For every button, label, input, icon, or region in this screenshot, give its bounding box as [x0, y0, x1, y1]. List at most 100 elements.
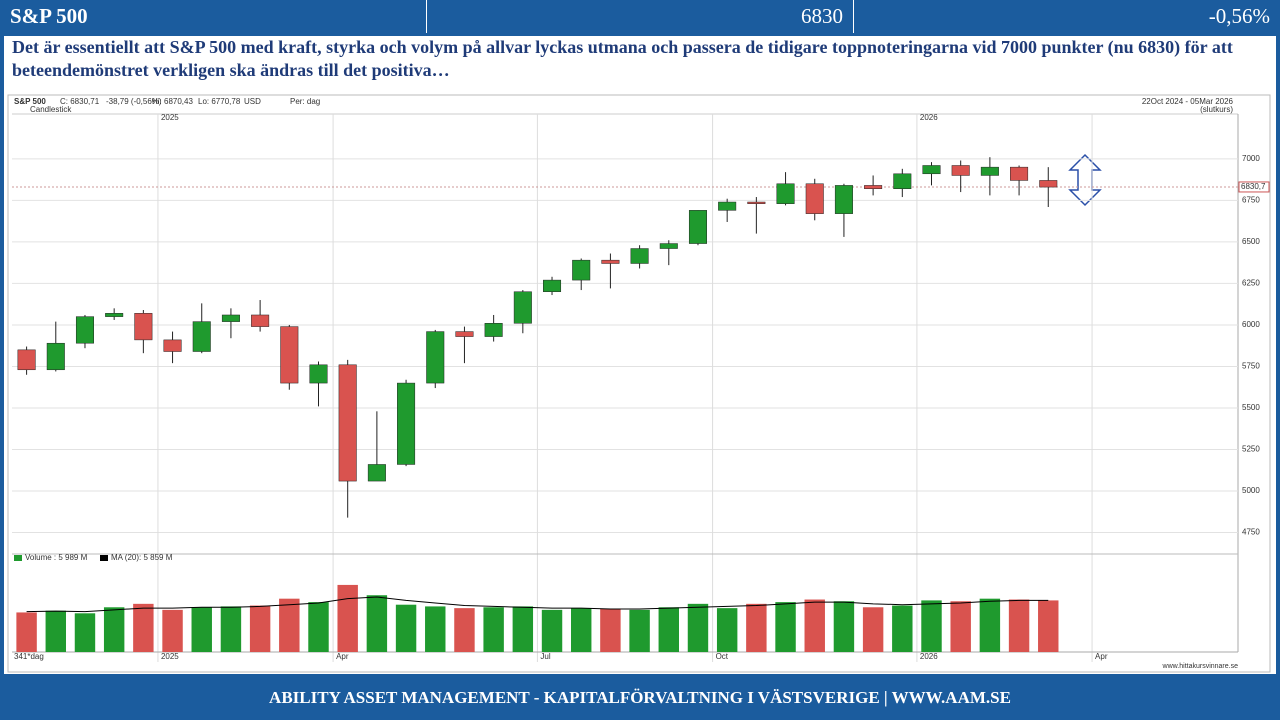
volume-bar: [1008, 599, 1030, 652]
volume-bar: [337, 584, 358, 652]
candle-body: [75, 316, 94, 344]
volume-bar: [103, 607, 125, 652]
candle-body: [221, 314, 240, 322]
candle-body: [893, 173, 912, 189]
header-change: -0,56%: [1208, 4, 1270, 28]
year-label: 2026: [920, 113, 938, 122]
candle-body: [980, 166, 999, 176]
candle-body: [17, 349, 36, 371]
volume-bar: [746, 603, 767, 652]
candle-body: [1010, 166, 1029, 181]
candle-body: [367, 464, 386, 482]
last-price-label: 6830,7: [1241, 182, 1266, 191]
period-label: 341*dag: [14, 652, 44, 661]
volume-bar: [483, 607, 504, 652]
candle-body: [776, 183, 795, 204]
candle-body: [192, 321, 211, 352]
x-tick-label: Apr: [1095, 652, 1108, 661]
volume-bar: [1038, 600, 1059, 652]
volume-bar: [658, 607, 680, 652]
candle-body: [163, 339, 182, 352]
volume-bar: [249, 605, 271, 652]
range-note: (slutkurs): [1200, 105, 1233, 114]
candle-body: [280, 326, 299, 384]
volume-bar: [716, 608, 738, 652]
info-text: -38,79 (-0,56%): [106, 97, 162, 106]
chart: S&P 500 Candlestick 22Oct 2024 - 05Mar 2…: [7, 94, 1271, 673]
legend-ma: MA (20): 5 859 M: [111, 553, 173, 562]
x-tick-label: Apr: [336, 652, 349, 661]
x-tick-label: 2025: [161, 652, 179, 661]
info-text: Lo: 6770,78: [198, 97, 241, 106]
candle-body: [834, 185, 853, 214]
source: www.hittakursvinnare.se: [1162, 663, 1239, 670]
volume-bar: [74, 613, 96, 652]
y-tick-label: 5500: [1242, 403, 1260, 412]
volume-bar: [395, 604, 417, 652]
candle-body: [105, 313, 124, 317]
volume-bar: [687, 603, 709, 652]
candle-body: [426, 331, 445, 384]
volume-bar: [133, 603, 154, 652]
chart-title: S&P 500: [14, 97, 46, 106]
y-tick-label: 6000: [1242, 320, 1260, 329]
y-tick-label: 6750: [1242, 195, 1260, 204]
chart-frame: [7, 94, 1271, 673]
header-value: 6830: [427, 0, 854, 33]
range-label: 22Oct 2024 - 05Mar 2026: [1142, 97, 1234, 106]
volume-bar: [862, 607, 884, 652]
x-tick-label: Jul: [540, 652, 550, 661]
candle-body: [455, 331, 474, 337]
candle-body: [543, 279, 562, 292]
volume-bar: [775, 602, 796, 652]
volume-bar: [600, 609, 621, 652]
info-text: Per: dag: [290, 97, 320, 106]
y-tick-label: 6500: [1242, 237, 1260, 246]
volume-bar: [833, 601, 855, 652]
year-label: 2025: [161, 113, 179, 122]
legend-swatch: [100, 555, 108, 561]
ma-line: [26, 596, 1049, 613]
x-tick-label: Oct: [716, 652, 729, 661]
candle-body: [922, 165, 941, 175]
subtitle: Det är essentiellt att S&P 500 med kraft…: [4, 36, 1276, 92]
volume-bar: [45, 610, 67, 652]
legend-swatch: [14, 555, 22, 561]
candle-body: [718, 201, 737, 211]
style-label: Candlestick: [30, 105, 72, 114]
info-text: C: 6830,71: [60, 97, 100, 106]
candle-body: [747, 201, 766, 204]
candle-body: [338, 364, 357, 482]
candle-body: [951, 165, 970, 176]
x-tick-label: 2026: [920, 652, 938, 661]
volume-bar: [950, 601, 971, 652]
candle-body: [659, 243, 678, 249]
y-tick-label: 5000: [1242, 486, 1260, 495]
volume-bar: [512, 606, 534, 652]
volume-bar: [892, 605, 913, 652]
candle-body: [805, 183, 824, 214]
y-tick-label: 5250: [1242, 445, 1260, 454]
y-tick-label: 4750: [1242, 528, 1260, 537]
candle-body: [601, 259, 620, 264]
volume-bar: [570, 608, 592, 652]
legend-volume: Volume : 5 989 M: [25, 553, 88, 562]
volume-bar: [541, 609, 563, 652]
volume-bar: [16, 612, 37, 652]
candle-body: [484, 323, 503, 337]
y-tick-label: 7000: [1242, 154, 1260, 163]
volume-bar: [220, 606, 242, 652]
info-text: Hi: 6870,43: [152, 97, 193, 106]
footer: ABILITY ASSET MANAGEMENT - KAPITALFÖRVAL…: [269, 688, 1011, 707]
candle-body: [630, 248, 649, 264]
volume-bar: [804, 599, 825, 652]
candle-body: [309, 364, 328, 384]
candle-body: [46, 342, 65, 371]
candle-body: [134, 313, 153, 341]
candle-body: [251, 314, 270, 327]
candle-body: [864, 185, 883, 189]
volume-bar: [162, 609, 183, 652]
candle-body: [1039, 180, 1058, 188]
volume-bar: [454, 608, 475, 652]
